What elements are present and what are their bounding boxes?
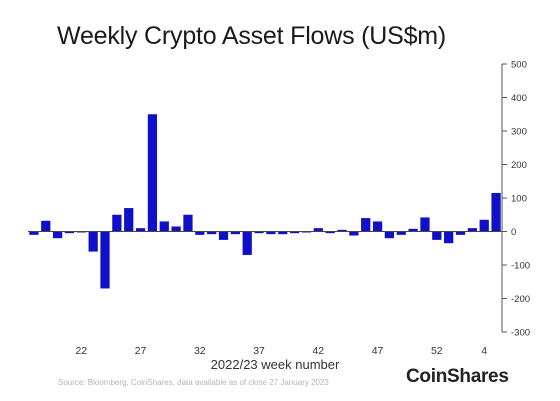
bar <box>278 231 288 235</box>
bar <box>242 231 252 255</box>
bar <box>171 226 181 232</box>
y-tick-label: 100 <box>511 194 527 205</box>
bar <box>337 229 347 232</box>
bar <box>112 214 122 232</box>
y-tick-label: 200 <box>511 160 527 171</box>
y-tick-label: 500 <box>511 60 527 71</box>
bar <box>479 219 489 232</box>
bar <box>53 231 63 239</box>
x-tick-label: 52 <box>431 345 443 357</box>
bar <box>218 231 229 240</box>
bar <box>230 231 240 235</box>
bar <box>64 231 75 234</box>
bar <box>384 231 395 239</box>
x-tick-label: 22 <box>75 345 87 357</box>
bar <box>349 231 359 236</box>
bar-series <box>29 114 501 289</box>
bar <box>183 214 193 232</box>
bar <box>444 231 454 244</box>
x-tick-label: 47 <box>372 345 384 357</box>
x-axis-label: 2022/23 week number <box>210 357 340 372</box>
x-tick-label: 27 <box>135 345 147 357</box>
bar <box>159 221 169 232</box>
bar <box>147 114 158 232</box>
y-tick-label: 300 <box>511 127 527 138</box>
bar <box>124 208 134 232</box>
bar <box>266 231 276 235</box>
bar <box>432 231 442 240</box>
bar <box>408 228 418 232</box>
x-tick-label: 42 <box>312 345 324 357</box>
bar <box>207 231 217 235</box>
y-tick-label: -200 <box>511 294 530 305</box>
bar <box>361 218 371 232</box>
bar <box>195 231 205 235</box>
bar <box>88 231 98 252</box>
bar <box>396 231 406 235</box>
bar <box>491 192 501 232</box>
source-note: Source: Bloomberg, CoinShares, data avai… <box>58 378 329 387</box>
bar <box>254 231 264 234</box>
chart-title: Weekly Crypto Asset Flows (US$m) <box>57 22 447 50</box>
y-tick-label: -300 <box>511 328 530 339</box>
bar <box>29 231 39 235</box>
bar <box>455 231 466 235</box>
x-tick-label: 37 <box>253 345 265 357</box>
bar <box>372 221 383 232</box>
bar <box>135 228 146 232</box>
brand-logo: CoinShares <box>406 366 509 387</box>
y-axis-ticks: -300 -200 -100 0 100 200 300 400 500 <box>502 60 530 339</box>
x-axis-ticks: 22 27 32 37 42 47 52 4 <box>75 345 487 357</box>
bar <box>100 231 110 289</box>
bar <box>41 220 51 232</box>
bar <box>467 228 477 232</box>
y-tick-label: 400 <box>511 93 527 104</box>
y-tick-label: 0 <box>511 227 516 238</box>
y-tick-label: -100 <box>511 261 530 272</box>
bar <box>325 231 335 234</box>
bar <box>420 217 430 232</box>
bar <box>313 228 323 232</box>
bar <box>290 231 300 234</box>
x-tick-label: 32 <box>194 345 206 357</box>
x-tick-label: 4 <box>481 345 487 357</box>
